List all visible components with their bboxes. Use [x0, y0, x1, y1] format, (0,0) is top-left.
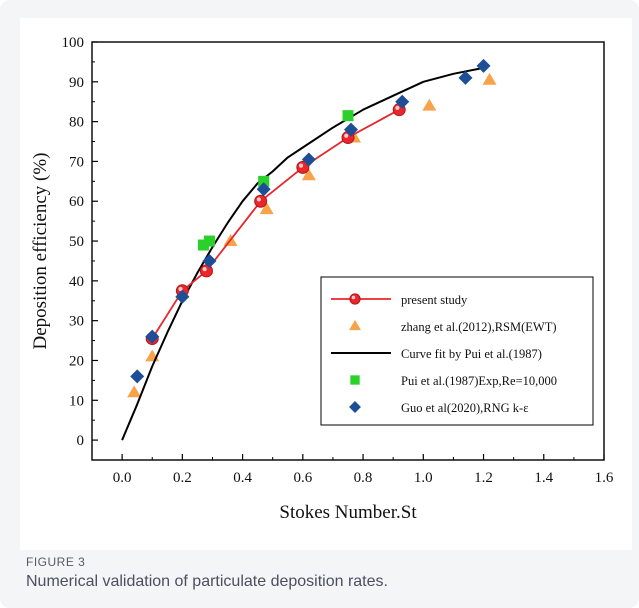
series-0-point	[254, 194, 268, 208]
legend-swatch-marker-1	[349, 320, 361, 331]
y-tick-label: 30	[69, 314, 84, 330]
series-3-point	[197, 239, 209, 251]
figure-caption: Numerical validation of particulate depo…	[26, 573, 388, 590]
legend-box	[320, 276, 594, 426]
y-tick-label: 60	[69, 194, 84, 210]
y-axis-title: Deposition efficiency (%)	[30, 153, 51, 350]
x-tick-label: 1.6	[595, 470, 614, 486]
series-1-point	[127, 385, 142, 398]
x-tick-label: 0.8	[354, 470, 373, 486]
x-tick-label: 0.0	[113, 470, 132, 486]
y-tick-label: 100	[62, 35, 85, 51]
figure-label: FIGURE 3	[26, 555, 86, 569]
x-tick-label: 1.4	[534, 470, 553, 486]
y-tick-label: 90	[69, 75, 84, 91]
legend-label-4: Guo et al(2020),RNG k-ε	[401, 401, 528, 415]
legend-label-3: Pui et al.(1987)Exp,Re=10,000	[401, 374, 557, 388]
x-tick-label: 1.2	[474, 470, 493, 486]
legend-label-2: Curve fit by Pui et al.(1987)	[401, 347, 542, 361]
series-1-point	[422, 98, 437, 111]
legend-swatch-marker-0	[349, 293, 361, 305]
y-tick-label: 70	[69, 154, 84, 170]
legend-swatch-marker-4	[349, 401, 361, 413]
y-tick-label: 20	[69, 353, 84, 369]
series-3-point	[258, 175, 270, 187]
series-1-point	[301, 168, 316, 181]
series-4-point	[301, 152, 316, 167]
legend-swatch-marker-3	[350, 375, 360, 385]
series-4-point	[145, 329, 160, 344]
series-4-point	[256, 182, 271, 197]
series-2-line	[121, 66, 484, 441]
plot-frame	[91, 41, 605, 461]
y-tick-label: 0	[77, 433, 85, 449]
series-3-point	[342, 110, 354, 122]
series-1-point	[482, 72, 497, 85]
series-4-point	[344, 122, 359, 137]
series-4-point	[202, 253, 217, 268]
series-3-point	[203, 235, 215, 247]
series-4-point	[175, 289, 190, 304]
y-tick-label: 50	[69, 234, 84, 250]
legend-label-0: present study	[401, 293, 468, 307]
x-tick-label: 0.6	[293, 470, 312, 486]
x-tick-label: 1.0	[414, 470, 433, 486]
chart-svg: 0.0 0.2 0.4 0.6 0.8 1.0 1.2 1.4 1.6 0 10 20 30 40 50 60…	[30, 35, 614, 523]
series-4-point	[476, 58, 491, 73]
series-4-point	[458, 70, 473, 85]
legend-label-1: zhang et al.(2012),RSM(EWT)	[401, 320, 557, 334]
series-1-point	[259, 202, 274, 215]
x-tick-label: 0.4	[233, 470, 252, 486]
y-tick-label: 40	[69, 274, 84, 290]
series-4-point	[130, 369, 145, 384]
y-tick-label: 10	[69, 393, 84, 409]
series-0-point	[296, 160, 310, 174]
x-tick-label: 0.2	[173, 470, 192, 486]
x-axis-title: Stokes Number.St	[279, 502, 417, 523]
series-4-point	[395, 94, 410, 109]
y-tick-label: 80	[69, 115, 84, 131]
